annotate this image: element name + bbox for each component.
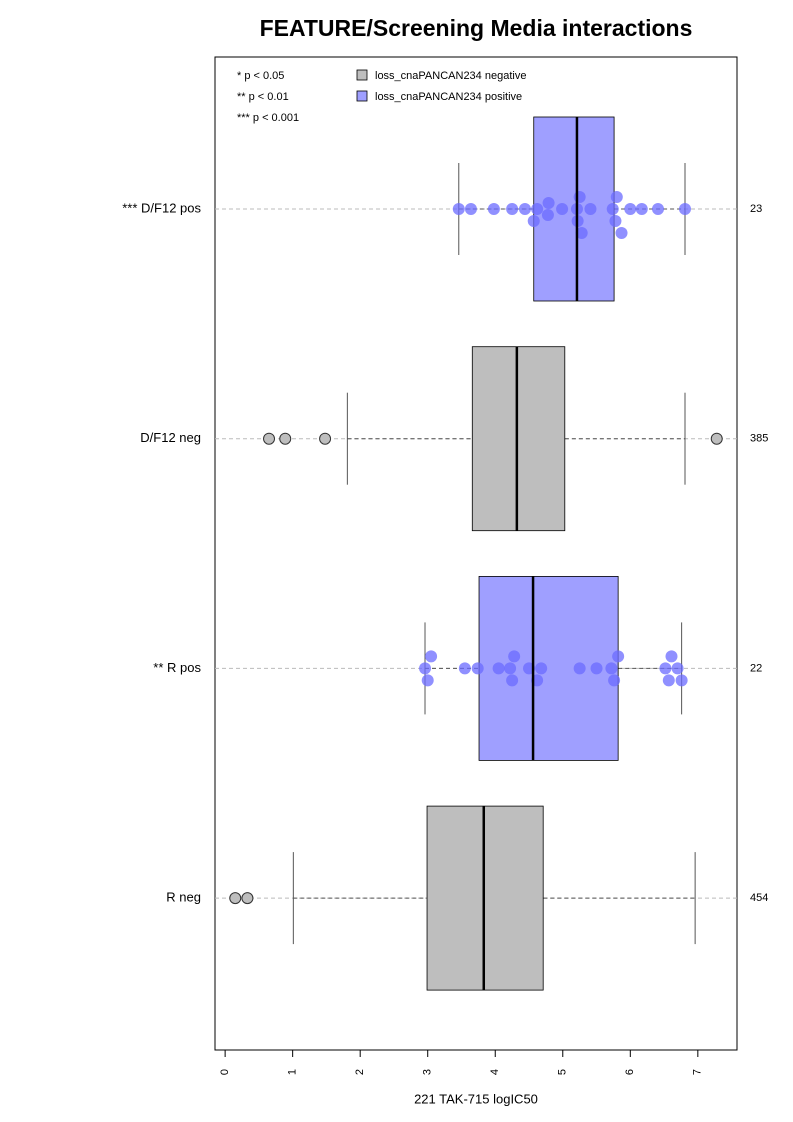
outlier bbox=[710, 432, 723, 445]
count-label: 23 bbox=[750, 203, 762, 215]
data-point bbox=[609, 215, 622, 227]
outlier bbox=[279, 432, 292, 445]
data-point bbox=[590, 662, 603, 675]
data-point bbox=[624, 203, 637, 215]
count-label: 385 bbox=[750, 433, 768, 445]
y-tick-label: ** R pos bbox=[153, 660, 201, 675]
data-point bbox=[606, 203, 619, 215]
outlier bbox=[319, 432, 332, 445]
data-point bbox=[458, 662, 471, 675]
data-point bbox=[651, 203, 664, 215]
data-point bbox=[612, 650, 625, 663]
data-point bbox=[541, 209, 554, 221]
count-label: 454 bbox=[750, 892, 768, 904]
data-point bbox=[506, 203, 519, 215]
data-point bbox=[531, 203, 544, 215]
outlier bbox=[241, 892, 254, 905]
data-point bbox=[679, 203, 692, 215]
data-point bbox=[419, 662, 432, 675]
y-tick-label: R neg bbox=[166, 890, 201, 905]
data-point bbox=[573, 191, 586, 203]
data-point bbox=[492, 662, 505, 675]
legend-swatch bbox=[356, 90, 368, 102]
data-point bbox=[506, 674, 519, 687]
data-point bbox=[452, 203, 465, 215]
data-point bbox=[464, 203, 477, 215]
legend-swatch bbox=[356, 69, 368, 81]
data-point bbox=[535, 662, 548, 675]
x-axis-label: 221 TAK-715 logIC50 bbox=[414, 1091, 538, 1106]
data-point bbox=[508, 650, 521, 663]
outlier bbox=[229, 892, 242, 905]
significance-legend: ** p < 0.01 bbox=[237, 91, 289, 103]
data-point bbox=[584, 203, 597, 215]
data-point bbox=[671, 662, 684, 675]
data-point bbox=[605, 662, 618, 675]
data-point bbox=[608, 674, 621, 687]
significance-legend: * p < 0.05 bbox=[237, 70, 284, 82]
outlier bbox=[263, 432, 276, 445]
chart-title: FEATURE/Screening Media interactions bbox=[260, 15, 693, 41]
x-tick-label: 6 bbox=[624, 1069, 636, 1075]
data-point bbox=[556, 203, 569, 215]
data-point bbox=[425, 650, 438, 663]
data-point bbox=[518, 203, 531, 215]
data-point bbox=[504, 662, 517, 675]
x-tick-label: 4 bbox=[489, 1069, 501, 1075]
x-tick-label: 5 bbox=[557, 1069, 569, 1075]
data-point bbox=[615, 227, 628, 239]
x-tick-label: 7 bbox=[692, 1069, 704, 1075]
x-tick-label: 0 bbox=[219, 1069, 231, 1075]
count-label: 22 bbox=[750, 662, 762, 674]
data-point bbox=[675, 674, 688, 687]
legend-label: loss_cnaPANCAN234 positive bbox=[375, 91, 522, 103]
x-tick-label: 2 bbox=[354, 1069, 366, 1075]
y-tick-label: *** D/F12 pos bbox=[122, 200, 201, 215]
data-point bbox=[471, 662, 484, 675]
data-point bbox=[487, 203, 500, 215]
significance-legend: *** p < 0.001 bbox=[237, 112, 299, 124]
data-point bbox=[573, 662, 586, 675]
data-point bbox=[659, 662, 672, 675]
box bbox=[426, 805, 544, 991]
data-point bbox=[610, 191, 623, 203]
box bbox=[471, 346, 566, 532]
data-point bbox=[542, 197, 555, 209]
legend-label: loss_cnaPANCAN234 negative bbox=[375, 70, 526, 82]
x-tick-label: 1 bbox=[287, 1069, 299, 1075]
data-point bbox=[527, 215, 540, 227]
data-point bbox=[665, 650, 678, 663]
data-point bbox=[635, 203, 648, 215]
data-point bbox=[575, 227, 588, 239]
data-point bbox=[662, 674, 675, 687]
y-tick-label: D/F12 neg bbox=[140, 430, 201, 445]
data-point bbox=[421, 674, 434, 687]
x-tick-label: 3 bbox=[422, 1069, 434, 1075]
